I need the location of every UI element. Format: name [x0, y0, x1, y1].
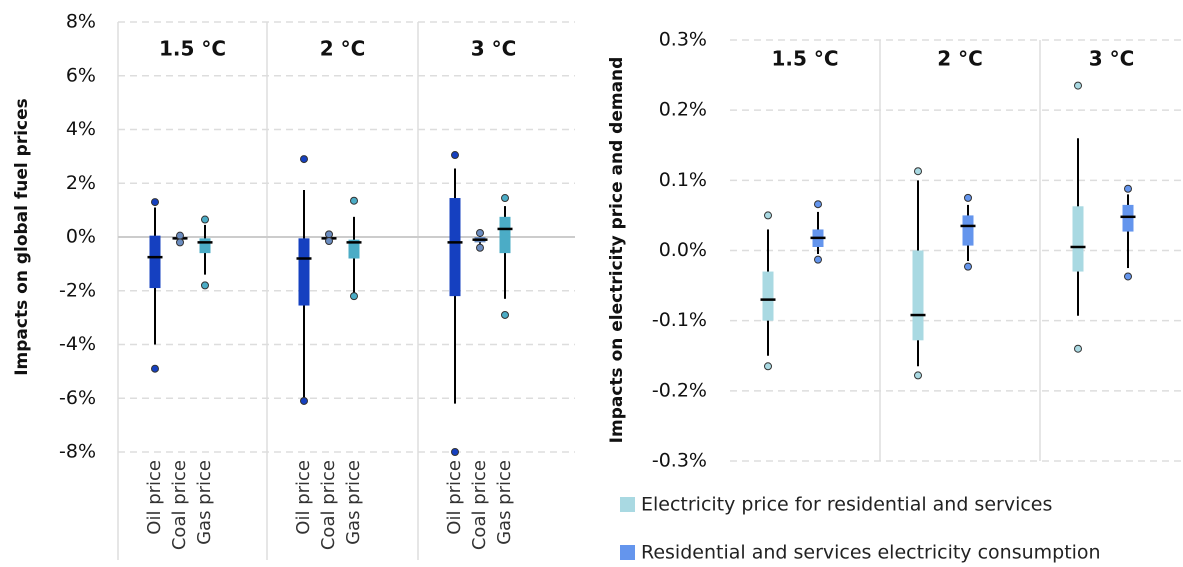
box: [762, 271, 774, 321]
legend-swatch: [620, 545, 635, 560]
outlier: [350, 196, 358, 205]
outlier: [151, 364, 159, 373]
outlier: [1124, 272, 1132, 281]
outlier: [300, 155, 308, 164]
group-label: 1.5 °C: [159, 37, 226, 61]
x-tick-label: Gas price: [494, 460, 515, 545]
y-tick-label: 0.0%: [659, 239, 707, 261]
legend-swatch: [620, 497, 635, 512]
y-tick-label: -0.3%: [652, 450, 707, 472]
outlier: [764, 362, 772, 371]
outlier: [814, 255, 822, 264]
outlier: [501, 194, 509, 203]
outlier: [1074, 81, 1082, 90]
y-tick-label: -6%: [59, 387, 96, 409]
y-tick-label: -0.1%: [652, 309, 707, 331]
box: [1072, 206, 1084, 272]
y-tick-label: 0.1%: [659, 169, 707, 191]
group-label: 2 °C: [937, 47, 983, 71]
outlier: [151, 198, 159, 207]
x-tick-label: Gas price: [194, 460, 215, 545]
box: [149, 235, 161, 289]
y-tick-label: 0%: [66, 226, 96, 248]
legend-label: Electricity price for residential and se…: [641, 494, 1052, 516]
outlier: [201, 215, 209, 224]
outlier: [764, 211, 772, 220]
outlier: [964, 262, 972, 271]
outlier: [300, 396, 308, 405]
box: [962, 215, 974, 246]
box: [199, 238, 211, 254]
outlier: [1074, 344, 1082, 353]
box: [449, 198, 461, 297]
outlier: [476, 243, 484, 252]
x-tick-label: Oil price: [144, 460, 165, 535]
outlier: [501, 310, 509, 319]
group-label: 3 °C: [471, 37, 517, 61]
y-tick-label: -0.2%: [652, 379, 707, 401]
x-tick-label: Coal price: [169, 460, 190, 550]
box: [348, 239, 360, 259]
outlier: [964, 193, 972, 202]
y-tick-label: 0.3%: [659, 29, 707, 51]
x-tick-label: Oil price: [293, 460, 314, 535]
box: [499, 216, 511, 254]
outlier: [176, 231, 184, 240]
y-tick-label: -2%: [59, 279, 96, 301]
y-tick-label: 6%: [66, 64, 96, 86]
group-label: 3 °C: [1089, 47, 1135, 71]
outlier: [325, 237, 333, 246]
x-tick-label: Oil price: [444, 460, 465, 535]
legend-label: Residential and services electricity con…: [641, 542, 1101, 564]
group-label: 2 °C: [320, 37, 366, 61]
y-axis-title: Impacts on global fuel prices: [12, 98, 32, 376]
outlier: [325, 230, 333, 239]
outlier: [914, 167, 922, 176]
outlier: [176, 238, 184, 247]
outlier: [476, 228, 484, 237]
y-axis-title: Impacts on electricity price and demand: [607, 57, 627, 444]
outlier: [451, 151, 459, 160]
box: [298, 238, 310, 306]
outlier: [201, 281, 209, 290]
outlier: [814, 200, 822, 209]
y-tick-label: 2%: [66, 172, 96, 194]
x-tick-label: Coal price: [318, 460, 339, 550]
outlier: [350, 292, 358, 301]
y-tick-label: -4%: [59, 333, 96, 355]
y-tick-label: 8%: [66, 11, 96, 33]
y-tick-label: 0.2%: [659, 99, 707, 121]
y-tick-label: 4%: [66, 118, 96, 140]
box: [1122, 204, 1134, 232]
box: [912, 250, 924, 341]
outlier: [1124, 184, 1132, 193]
y-tick-label: -8%: [59, 441, 96, 463]
outlier: [914, 371, 922, 380]
group-label: 1.5 °C: [771, 47, 838, 71]
outlier: [451, 448, 459, 456]
x-tick-label: Gas price: [343, 460, 364, 545]
x-tick-label: Coal price: [469, 460, 490, 550]
